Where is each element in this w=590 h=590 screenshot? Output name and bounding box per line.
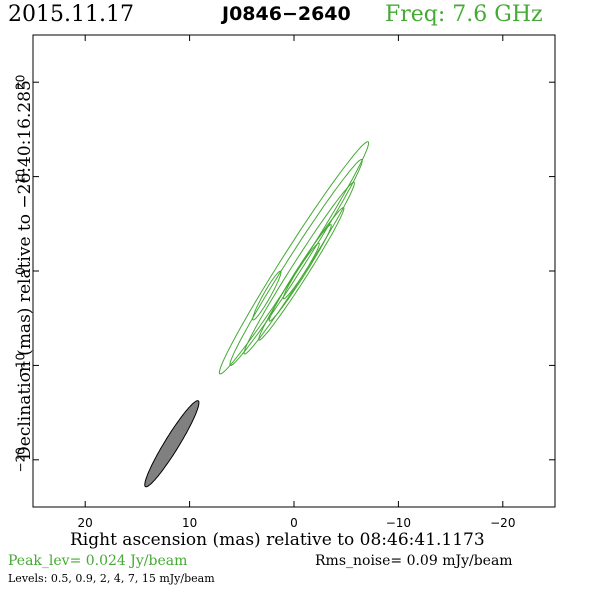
- contour-line: [218, 141, 370, 375]
- x-tick-label: −10: [386, 516, 411, 530]
- contour-line: [282, 242, 320, 300]
- y-axis-label: Declination (mas) relative to −26:40:16.…: [15, 80, 35, 460]
- contour-levels-text: Levels: 0.5, 0.9, 2, 4, 7, 15 mJy/beam: [8, 572, 215, 585]
- plot-frame: [32, 34, 556, 508]
- frequency-label: Freq: 7.6 GHz: [385, 2, 543, 27]
- y-tick-label: −20: [14, 447, 28, 472]
- x-tick-label: 20: [78, 516, 93, 530]
- y-tick-label: −10: [14, 353, 28, 378]
- y-tick-label: 20: [14, 75, 28, 90]
- source-name: J0846−2640: [222, 3, 351, 25]
- contour-line: [229, 159, 363, 366]
- x-tick-label: 0: [290, 516, 298, 530]
- y-tick-label: 0: [14, 267, 28, 275]
- beam-ellipse: [144, 400, 200, 488]
- peak-level-text: Peak_lev= 0.024 Jy/beam: [8, 553, 188, 569]
- contour-line: [243, 181, 355, 355]
- contour-line: [252, 270, 282, 321]
- y-tick-label: 10: [14, 169, 28, 184]
- observation-date: 2015.11.17: [8, 2, 134, 27]
- x-tick-label: −20: [490, 516, 515, 530]
- x-axis-label: Right ascension (mas) relative to 08:46:…: [70, 530, 485, 550]
- contour-line: [268, 224, 332, 322]
- x-tick-label: 10: [182, 516, 197, 530]
- rms-noise-text: Rms_noise= 0.09 mJy/beam: [315, 553, 513, 569]
